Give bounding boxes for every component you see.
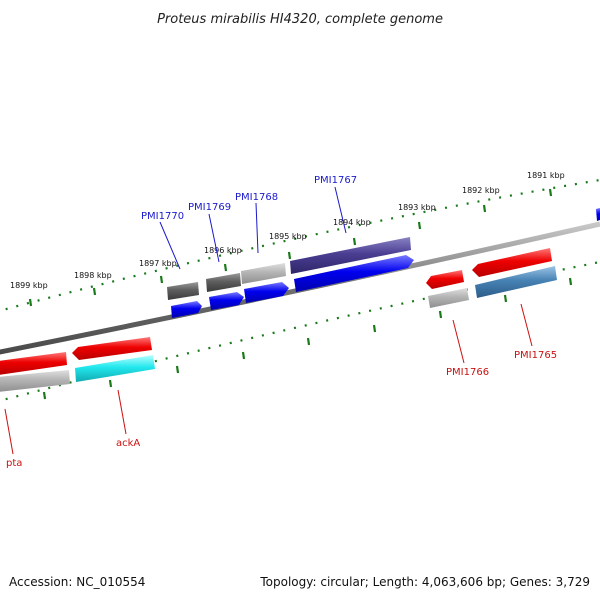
gene-label-pmi1765: PMI1765 (514, 350, 557, 361)
gene-arrow[interactable] (0, 352, 67, 375)
major-tick (548, 188, 553, 197)
scale-label: 1895 kbp (269, 232, 307, 241)
gene-label-pmi1766: PMI1766 (446, 367, 489, 378)
major-tick (175, 365, 180, 374)
gene-feature[interactable] (475, 266, 557, 298)
major-tick (28, 298, 33, 307)
gene-feature[interactable] (206, 273, 241, 292)
major-tick (568, 277, 573, 286)
gene-label-pmi1767: PMI1767 (314, 175, 357, 186)
top-strand-features[interactable] (167, 208, 600, 318)
major-tick (417, 221, 422, 230)
scale-label: 1896 kbp (204, 246, 242, 255)
leader-line (208, 213, 220, 263)
gene-feature[interactable] (241, 263, 286, 284)
scale-label: 1892 kbp (462, 186, 500, 195)
major-tick (42, 391, 47, 400)
gene-feature[interactable] (75, 355, 155, 382)
gene-arrow[interactable] (72, 337, 152, 360)
leader-line (334, 186, 347, 234)
gene-feature[interactable] (428, 288, 469, 308)
major-tick (241, 351, 246, 360)
leader-line (520, 303, 533, 347)
major-tick (352, 237, 357, 246)
top-label-leaders (159, 186, 347, 270)
major-tick (223, 263, 228, 272)
scale-label: 1898 kbp (74, 271, 112, 280)
major-tick (372, 324, 377, 333)
major-tick (482, 204, 487, 213)
scale-labels: 1899 kbp 1898 kbp 1897 kbp 1896 kbp 1895… (10, 171, 565, 290)
major-tick (503, 294, 508, 303)
gene-arrow[interactable] (171, 301, 202, 318)
scale-label: 1897 kbp (139, 259, 177, 268)
top-gene-labels: PMI1770 PMI1769 PMI1768 PMI1767 (141, 175, 357, 222)
gene-label-pmi1770: PMI1770 (141, 211, 184, 222)
gene-feature[interactable] (167, 282, 199, 300)
scale-label: 1899 kbp (10, 281, 48, 290)
major-tick (92, 287, 97, 296)
gene-label-pmi1769: PMI1769 (188, 202, 231, 213)
leader-line (4, 408, 14, 455)
major-tick (287, 251, 292, 260)
bottom-gene-labels: pta ackA PMI1766 PMI1765 (6, 350, 557, 469)
leader-line (117, 389, 127, 435)
gene-arrow[interactable] (294, 255, 414, 292)
bottom-strand-features[interactable] (0, 337, 155, 392)
map-title: Proteus mirabilis HI4320, complete genom… (157, 12, 443, 27)
major-tick (108, 379, 113, 388)
accession-text: Accession: NC_010554 (9, 575, 145, 589)
major-tick (159, 275, 164, 284)
outer-major-ticks (28, 188, 553, 307)
leader-line (255, 202, 259, 254)
inner-major-ticks (42, 277, 573, 400)
gene-arrow[interactable] (426, 270, 464, 289)
bottom-label-leaders (4, 303, 533, 455)
scale-label: 1891 kbp (527, 171, 565, 180)
gene-arrow[interactable] (244, 282, 289, 303)
gene-arrow[interactable] (209, 292, 244, 310)
scale-label: 1893 kbp (398, 203, 436, 212)
leader-line (159, 221, 181, 270)
gene-feature[interactable] (596, 208, 600, 221)
major-tick (438, 310, 443, 319)
gene-label-pmi1768: PMI1768 (235, 192, 278, 203)
gene-arrow[interactable] (472, 248, 552, 277)
genome-summary-text: Topology: circular; Length: 4,063,606 bp… (259, 575, 590, 589)
major-tick (306, 337, 311, 346)
gene-label-pta: pta (6, 458, 22, 469)
gene-feature[interactable] (290, 237, 411, 274)
scale-label: 1894 kbp (333, 218, 371, 227)
leader-line (452, 319, 465, 364)
gene-label-acka: ackA (116, 438, 140, 449)
gene-feature[interactable] (0, 370, 70, 392)
